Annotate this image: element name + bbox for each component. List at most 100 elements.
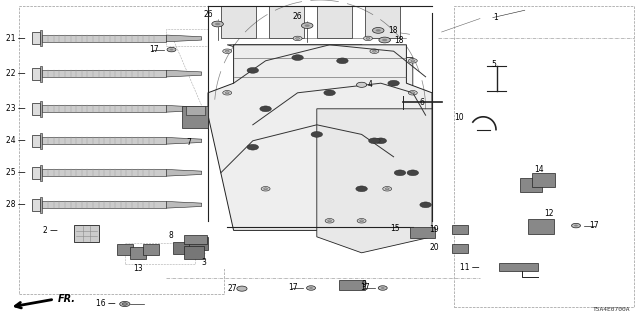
Circle shape: [292, 55, 303, 60]
Text: 17: 17: [289, 284, 298, 292]
Text: 25 —: 25 —: [6, 168, 26, 177]
Circle shape: [381, 287, 385, 289]
Bar: [454, 6, 634, 307]
Bar: [40, 101, 42, 117]
Bar: [42, 106, 166, 112]
Bar: [42, 202, 166, 208]
Bar: [32, 167, 40, 179]
Circle shape: [264, 188, 268, 190]
Circle shape: [408, 91, 417, 95]
Text: 28 —: 28 —: [6, 200, 26, 209]
Circle shape: [383, 187, 392, 191]
Text: 27: 27: [227, 284, 237, 293]
Bar: [189, 237, 208, 250]
Bar: [365, 6, 400, 38]
Text: 10: 10: [454, 113, 464, 122]
Bar: [317, 6, 352, 38]
Bar: [410, 227, 435, 238]
Text: 3: 3: [202, 258, 207, 267]
Circle shape: [375, 138, 387, 144]
Circle shape: [223, 49, 232, 53]
Polygon shape: [166, 35, 202, 42]
Text: 26: 26: [203, 10, 213, 19]
Bar: [74, 225, 99, 243]
Text: 14: 14: [534, 165, 544, 174]
Bar: [166, 29, 208, 46]
Bar: [184, 235, 207, 244]
Polygon shape: [166, 70, 202, 77]
Circle shape: [261, 187, 270, 191]
Bar: [40, 66, 42, 82]
Text: 21 —: 21 —: [6, 34, 26, 43]
Bar: [130, 247, 146, 259]
Bar: [125, 243, 195, 264]
Text: 26: 26: [292, 12, 303, 21]
Circle shape: [379, 37, 390, 43]
Text: FR.: FR.: [58, 294, 76, 304]
Circle shape: [356, 186, 367, 192]
Circle shape: [247, 144, 259, 150]
Bar: [42, 70, 166, 77]
Bar: [32, 135, 40, 147]
Circle shape: [408, 59, 417, 63]
Polygon shape: [166, 170, 202, 176]
Text: 17: 17: [149, 45, 159, 54]
Circle shape: [225, 50, 229, 52]
Text: 5: 5: [491, 60, 496, 69]
Text: 18: 18: [388, 26, 397, 35]
Text: 17: 17: [360, 284, 370, 292]
Circle shape: [372, 28, 384, 33]
Circle shape: [167, 47, 176, 52]
Bar: [452, 244, 468, 253]
Text: 16 —: 16 —: [95, 300, 115, 308]
Circle shape: [376, 29, 381, 32]
Circle shape: [364, 36, 372, 41]
Text: 8: 8: [168, 231, 173, 240]
Circle shape: [356, 82, 367, 87]
Circle shape: [301, 23, 313, 28]
Text: 12: 12: [544, 209, 554, 218]
Bar: [339, 280, 365, 290]
Circle shape: [574, 225, 578, 227]
Circle shape: [394, 170, 406, 176]
Bar: [19, 6, 224, 294]
Circle shape: [357, 219, 366, 223]
Circle shape: [388, 80, 399, 86]
Bar: [221, 6, 256, 38]
Circle shape: [260, 106, 271, 112]
Bar: [117, 244, 133, 255]
Circle shape: [411, 92, 415, 94]
Circle shape: [122, 303, 127, 305]
Circle shape: [370, 49, 379, 53]
Bar: [32, 68, 40, 80]
Circle shape: [170, 49, 173, 51]
Circle shape: [223, 91, 232, 95]
Text: 19: 19: [429, 225, 439, 234]
Bar: [532, 173, 555, 187]
Circle shape: [212, 21, 223, 27]
Polygon shape: [166, 138, 202, 144]
Circle shape: [372, 50, 376, 52]
Circle shape: [309, 287, 313, 289]
Polygon shape: [166, 106, 202, 112]
Bar: [40, 165, 42, 181]
Circle shape: [420, 202, 431, 208]
Bar: [499, 263, 538, 271]
Bar: [42, 138, 166, 144]
Circle shape: [325, 219, 334, 223]
Circle shape: [247, 68, 259, 73]
Bar: [40, 133, 42, 149]
Circle shape: [360, 220, 364, 222]
Bar: [40, 197, 42, 213]
Circle shape: [311, 132, 323, 137]
Circle shape: [305, 24, 310, 27]
Circle shape: [328, 220, 332, 222]
Polygon shape: [227, 45, 413, 90]
Text: 1: 1: [493, 13, 497, 22]
Bar: [452, 225, 468, 234]
Text: T5A4E0700A: T5A4E0700A: [593, 307, 630, 312]
Circle shape: [572, 223, 580, 228]
Bar: [40, 30, 42, 46]
Text: 6: 6: [419, 98, 424, 107]
Circle shape: [407, 170, 419, 176]
